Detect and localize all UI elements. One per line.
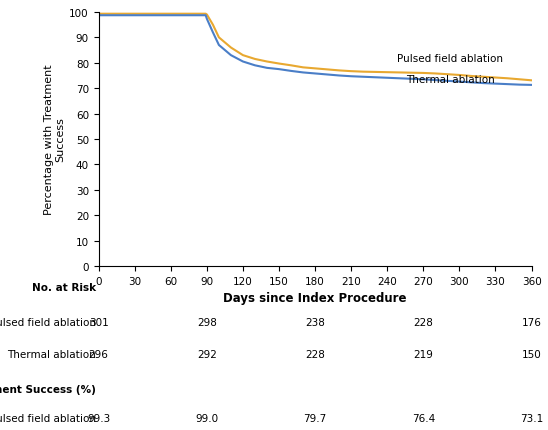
Text: 79.7: 79.7 [304,413,327,423]
Text: No. at Risk: No. at Risk [32,282,96,292]
Text: 292: 292 [197,349,217,359]
Y-axis label: Percentage with Treatment
Success: Percentage with Treatment Success [43,64,65,215]
Text: Treatment Success (%): Treatment Success (%) [0,384,96,394]
Text: 228: 228 [413,317,433,327]
Text: Thermal ablation: Thermal ablation [407,75,495,85]
Text: 301: 301 [89,317,109,327]
Text: 150: 150 [522,349,541,359]
Text: Pulsed field ablation: Pulsed field ablation [0,317,96,327]
Text: 228: 228 [305,349,325,359]
Text: 76.4: 76.4 [412,413,435,423]
Text: 176: 176 [522,317,541,327]
Text: 296: 296 [89,349,109,359]
Text: 99.3: 99.3 [87,413,110,423]
Text: 99.0: 99.0 [195,413,219,423]
Text: Thermal ablation: Thermal ablation [7,349,96,359]
Text: Pulsed field ablation: Pulsed field ablation [397,54,503,64]
X-axis label: Days since Index Procedure: Days since Index Procedure [224,292,407,305]
Text: 73.1: 73.1 [520,413,543,423]
Text: Pulsed field ablation: Pulsed field ablation [0,413,96,423]
Text: 219: 219 [413,349,433,359]
Text: 238: 238 [305,317,325,327]
Text: 298: 298 [197,317,217,327]
